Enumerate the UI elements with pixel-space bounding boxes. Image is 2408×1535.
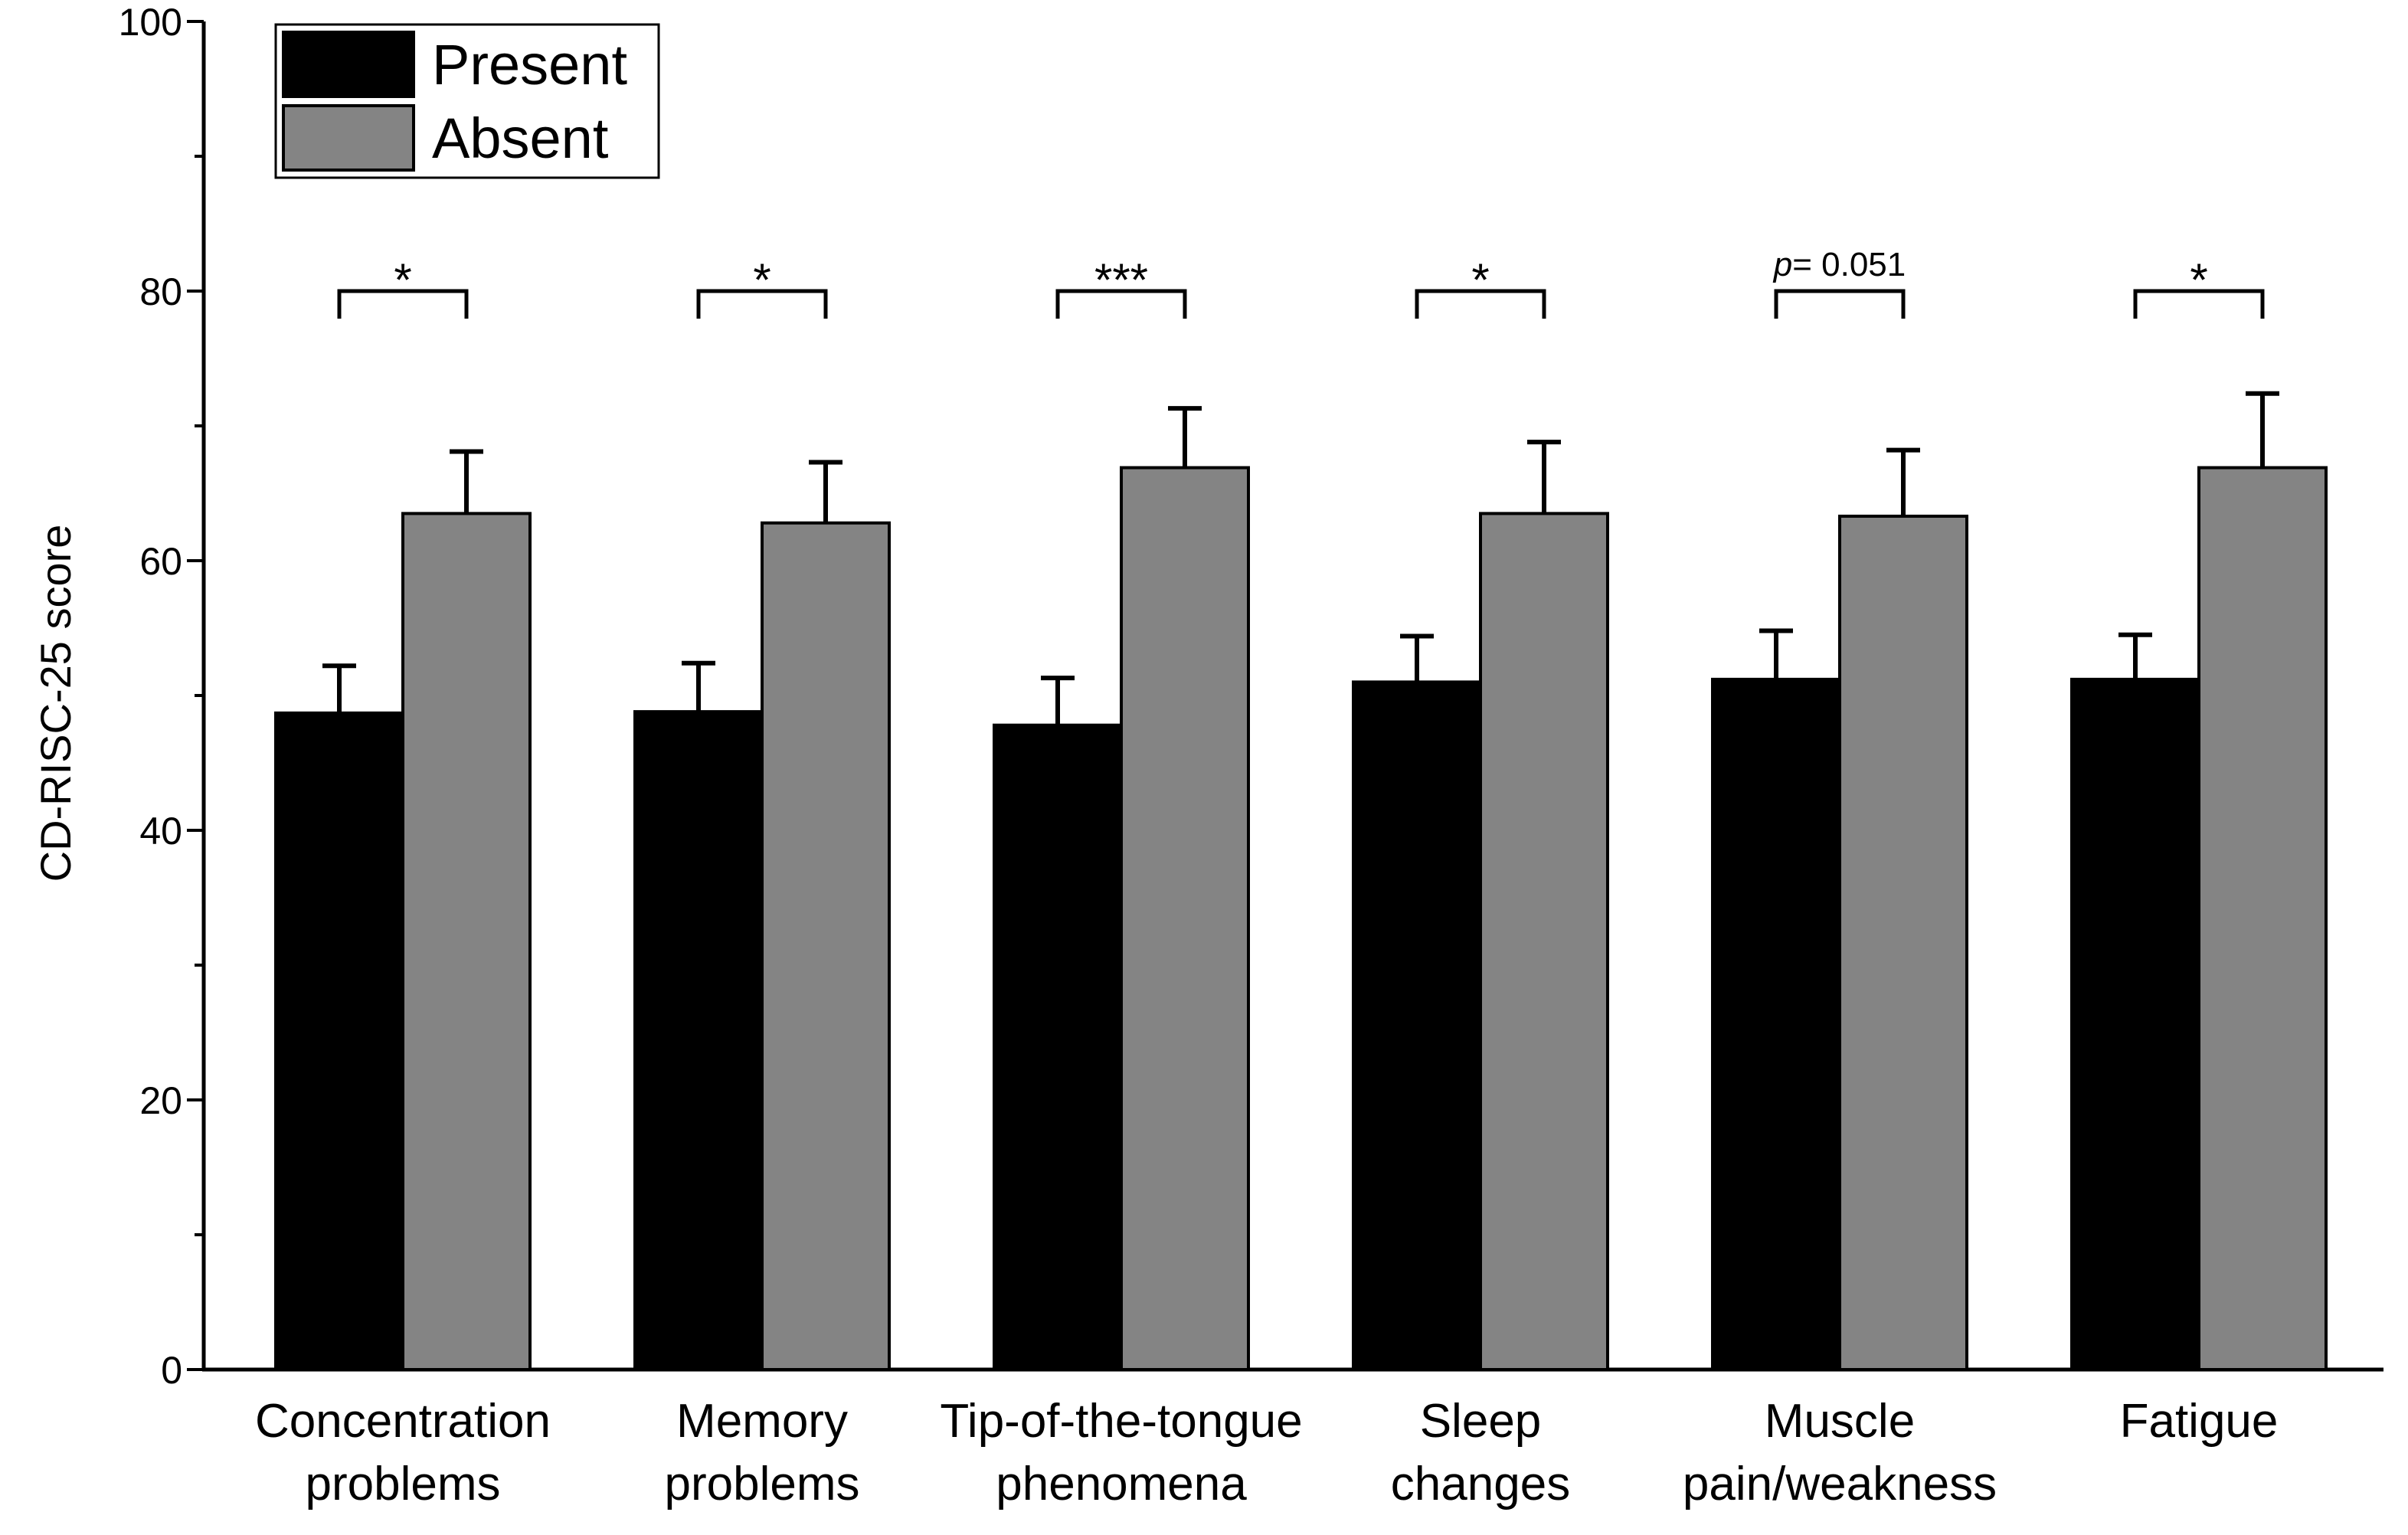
bar-absent-2 xyxy=(1120,466,1250,1371)
significance-bracket xyxy=(337,289,469,319)
bar-present-1 xyxy=(633,710,764,1371)
x-category-label: phenomena xyxy=(996,1458,1247,1510)
bar-present-2 xyxy=(993,723,1123,1371)
bar-absent-5 xyxy=(2197,466,2328,1371)
bar-absent-3 xyxy=(1479,512,1609,1371)
legend-label-present: Present xyxy=(432,33,627,97)
legend-swatch-present xyxy=(282,31,415,98)
x-category-label: Tip-of-the-tongue xyxy=(940,1395,1302,1448)
bar-present-5 xyxy=(2070,677,2200,1371)
legend: Present Absent xyxy=(274,23,660,179)
bar-present-0 xyxy=(274,711,404,1371)
significance-bracket xyxy=(1055,289,1187,319)
x-category-label: problems xyxy=(306,1458,501,1510)
x-category-label: pain/weakness xyxy=(1683,1458,1997,1510)
significance-label: * xyxy=(2190,254,2207,306)
bars xyxy=(274,466,2328,1371)
significance-label: p= 0.051 xyxy=(1772,246,1906,283)
significance-bracket xyxy=(1774,289,1906,319)
y-axis-title: CD-RISC-25 score xyxy=(31,525,80,882)
bar-present-3 xyxy=(1352,680,1482,1371)
significance-bracket xyxy=(1415,289,1546,319)
x-category-label: Memory xyxy=(676,1395,848,1448)
x-category-label: problems xyxy=(665,1458,860,1510)
bar-absent-1 xyxy=(761,521,891,1371)
bar-present-4 xyxy=(1711,677,1841,1371)
y-tick-label: 20 xyxy=(139,1079,182,1122)
y-tick-label: 40 xyxy=(139,810,182,853)
y-tick-label: 80 xyxy=(139,270,182,313)
x-category-label: Sleep xyxy=(1420,1395,1542,1448)
bar-absent-0 xyxy=(401,512,532,1371)
significance-label: *** xyxy=(1094,254,1148,306)
y-tick-label: 0 xyxy=(161,1349,182,1392)
x-category-label: Muscle xyxy=(1765,1395,1915,1448)
significance-label: * xyxy=(753,254,770,306)
x-category-label: Fatigue xyxy=(2120,1395,2279,1448)
significance-annotations: * * *** * p= 0.051 * xyxy=(337,246,2265,319)
y-tick-label: 60 xyxy=(139,540,182,583)
significance-label: * xyxy=(394,254,411,306)
x-category-label: Concentration xyxy=(255,1395,551,1448)
significance-bracket xyxy=(696,289,828,319)
legend-swatch-absent xyxy=(282,104,415,172)
bar-absent-4 xyxy=(1838,514,1968,1371)
significance-label: * xyxy=(1471,254,1489,306)
significance-bracket xyxy=(2133,289,2265,319)
axes: 0 20 40 60 80 100 CD-RISC-25 score Concentratio… xyxy=(31,1,2383,1510)
x-category-label: changes xyxy=(1391,1458,1570,1510)
y-tick-label: 100 xyxy=(119,1,182,44)
legend-label-absent: Absent xyxy=(432,106,609,170)
error-bars xyxy=(322,391,2279,725)
